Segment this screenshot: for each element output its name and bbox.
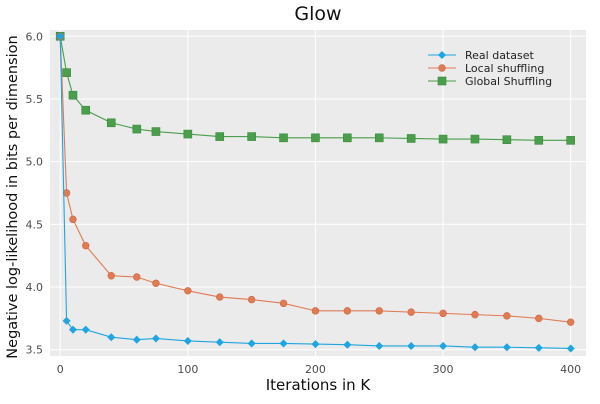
y-tick-label: 4.5 (26, 218, 44, 231)
data-point (81, 325, 90, 334)
legend-label: Global Shuffling (465, 75, 552, 88)
data-point (439, 341, 448, 350)
grid (50, 30, 586, 356)
series-line (59, 36, 571, 323)
data-point (62, 316, 71, 325)
data-point (216, 293, 224, 301)
data-point (566, 318, 575, 326)
data-point (502, 135, 512, 145)
axes: 0 100 200 300 400 3.5 4.0 4.5 5.0 5.5 6.0 (26, 30, 582, 376)
data-point (151, 334, 160, 343)
data-point (183, 129, 193, 139)
data-point (215, 338, 224, 347)
data-point (375, 341, 384, 350)
y-tick-label: 5.5 (26, 93, 44, 106)
data-point (343, 340, 352, 349)
legend-label: Real dataset (465, 49, 534, 62)
data-point (215, 132, 225, 141)
data-point (534, 136, 544, 145)
y-tick-label: 4.0 (26, 281, 44, 294)
x-tick-label: 400 (560, 363, 581, 376)
x-tick-label: 300 (433, 363, 454, 376)
data-point (82, 241, 90, 250)
data-point (406, 134, 416, 143)
data-point (133, 273, 141, 281)
data-point (311, 340, 320, 349)
data-point (279, 133, 288, 143)
series-line (59, 36, 571, 350)
data-point (471, 310, 479, 319)
series-diamond (56, 32, 575, 353)
x-tick-label: 200 (305, 363, 326, 376)
data-point (81, 105, 91, 115)
data-point (107, 333, 116, 342)
data-point (68, 325, 77, 334)
data-point (534, 343, 543, 352)
x-tick-label: 100 (177, 363, 198, 376)
y-tick-label: 5.0 (26, 156, 44, 169)
data-point (343, 133, 352, 143)
data-point (132, 335, 141, 344)
data-point (503, 312, 511, 320)
data-point (439, 309, 447, 318)
data-point (566, 136, 575, 145)
y-axis-title: Negative log-likelihood in bits per dime… (5, 35, 21, 358)
data-point (62, 68, 71, 77)
data-point (152, 279, 160, 287)
legend-marker (437, 50, 447, 60)
data-point (566, 344, 575, 353)
data-point (407, 341, 416, 350)
legend-label: Local shuffling (465, 62, 544, 75)
data-point (247, 295, 256, 304)
data-point (535, 314, 543, 323)
data-point (107, 272, 115, 280)
data-point (184, 287, 192, 295)
data-point (343, 307, 352, 315)
x-tick-label: 0 (57, 363, 64, 376)
data-point (56, 32, 65, 41)
data-point (375, 307, 383, 315)
chart-title: Glow (294, 3, 341, 25)
data-point (311, 133, 320, 143)
legend-item: Real dataset (428, 49, 534, 62)
data-point (68, 90, 78, 100)
legend-item: Global Shuffling (428, 75, 552, 88)
data-point (470, 343, 479, 352)
series-circle (56, 32, 575, 326)
data-point (247, 339, 256, 348)
data-point (106, 118, 116, 128)
data-point (69, 215, 77, 224)
y-tick-label: 3.5 (26, 344, 44, 357)
data-point (311, 307, 320, 315)
x-axis-title: Iterations in K (266, 376, 372, 394)
data-point (279, 339, 288, 348)
legend-marker (437, 76, 447, 86)
data-point (151, 127, 161, 136)
series-square (55, 31, 575, 145)
data-point (502, 343, 511, 352)
data-point (183, 336, 192, 345)
data-point (132, 124, 142, 134)
plot-area (50, 30, 586, 356)
y-tick-label: 6.0 (26, 30, 44, 43)
series (55, 31, 575, 353)
legend-marker (438, 64, 446, 72)
data-point (279, 299, 288, 308)
data-point (407, 308, 415, 316)
data-point (374, 133, 384, 143)
data-point (438, 134, 448, 144)
legend-item: Local shuffling (428, 62, 544, 75)
data-point (247, 132, 256, 141)
data-point (470, 134, 480, 144)
